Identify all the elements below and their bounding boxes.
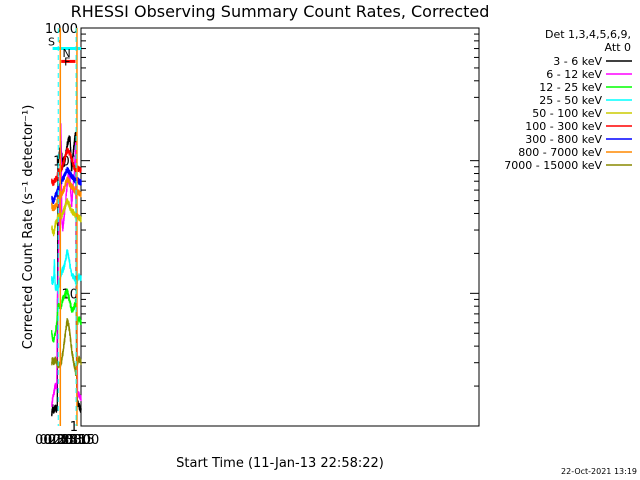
- flag-label: N: [63, 47, 71, 60]
- y-tick-label: 1000: [45, 22, 78, 37]
- gap-markers: [57, 28, 78, 426]
- legend-label: 6 - 12 keV: [546, 68, 602, 81]
- series-line: [51, 123, 82, 408]
- legend-label: 50 - 100 keV: [532, 107, 602, 120]
- legend-header-line-2: Att 0: [605, 41, 631, 54]
- legend-label: 7000 - 15000 keV: [504, 159, 602, 172]
- footer-timestamp: 22-Oct-2021 13:19: [561, 467, 637, 476]
- x-tick-label: 23:15: [57, 433, 94, 448]
- legend-label: 25 - 50 keV: [539, 94, 602, 107]
- x-tick-label: 00:15: [40, 433, 77, 448]
- x-tick-label: 23:00: [62, 433, 99, 448]
- legend-label: 12 - 25 keV: [539, 81, 602, 94]
- chart-title: RHESSI Observing Summary Count Rates, Co…: [71, 2, 490, 21]
- flag-label: S: [48, 36, 55, 49]
- plot-frame: [80, 27, 480, 427]
- y-axis-label: Corrected Count Rate (s⁻¹ detector⁻¹): [21, 105, 36, 350]
- x-tick-label: 00:30: [35, 433, 72, 448]
- x-tick-label: 00:00: [44, 433, 81, 448]
- legend-label: 100 - 300 keV: [525, 120, 602, 133]
- x-tick-label: 23:30: [53, 433, 90, 448]
- legend-label: 800 - 7000 keV: [518, 146, 602, 159]
- y-tick-label: 1: [70, 420, 78, 435]
- legend-label: 300 - 800 keV: [525, 133, 602, 146]
- flag-label: F: [64, 55, 70, 68]
- x-axis-label: Start Time (11-Jan-13 22:58:22): [176, 456, 384, 471]
- x-tick-label: 23:45: [48, 433, 85, 448]
- legend-label: 3 - 6 keV: [553, 55, 602, 68]
- legend-header-line-1: Det 1,3,4,5,6,9,: [545, 28, 631, 41]
